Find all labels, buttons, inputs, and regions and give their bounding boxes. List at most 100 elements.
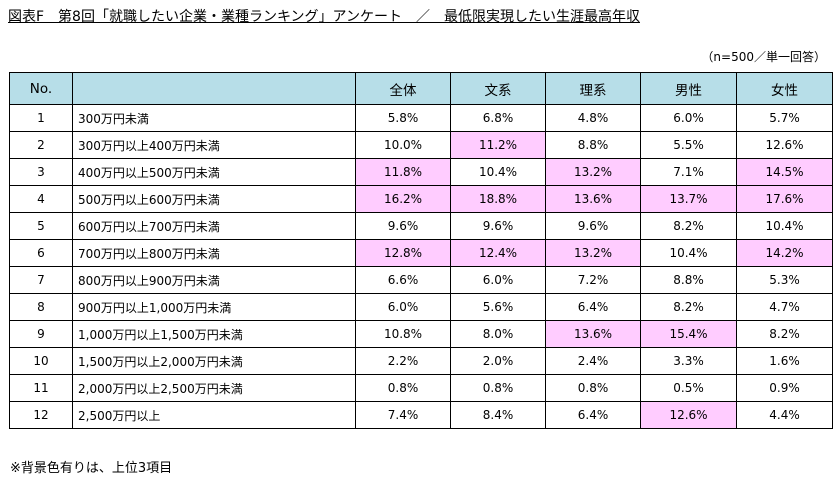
cell-science: 7.2%: [545, 266, 641, 294]
cell-female: 5.3%: [736, 266, 833, 294]
cell-science: 9.6%: [545, 212, 641, 240]
table-row: 6 700万円以上800万円未満 12.8% 12.4% 13.2% 10.4% 14.2%: [9, 239, 833, 267]
table-row: 9 1,000万円以上1,500万円未満 10.8% 8.0% 13.6% 15.4% 8.…: [9, 320, 833, 348]
cell-science: 13.6%: [545, 320, 641, 348]
header-no: No.: [9, 72, 73, 105]
cell-humanities: 12.4%: [450, 239, 546, 267]
cell-female: 17.6%: [736, 185, 833, 213]
cell-humanities: 8.0%: [450, 320, 546, 348]
salary-table: No. 全体 文系 理系 男性 女性 1 300万円未満 5.8% 6.8% 4.8% 6…: [9, 72, 833, 429]
row-label: 900万円以上1,000万円未満: [72, 293, 356, 321]
row-number: 4: [9, 185, 73, 213]
cell-science: 0.8%: [545, 374, 641, 402]
cell-humanities: 0.8%: [450, 374, 546, 402]
cell-male: 0.5%: [640, 374, 737, 402]
cell-humanities: 8.4%: [450, 401, 546, 429]
table-row: 10 1,500万円以上2,000万円未満 2.2% 2.0% 2.4% 3.3% 1.6%: [9, 347, 833, 375]
table-row: 3 400万円以上500万円未満 11.8% 10.4% 13.2% 7.1% 14.5%: [9, 158, 833, 186]
row-number: 9: [9, 320, 73, 348]
cell-female: 8.2%: [736, 320, 833, 348]
cell-male: 3.3%: [640, 347, 737, 375]
cell-male: 10.4%: [640, 239, 737, 267]
row-number: 2: [9, 131, 73, 159]
row-label: 600万円以上700万円未満: [72, 212, 356, 240]
row-number: 8: [9, 293, 73, 321]
header-category: [72, 72, 356, 105]
cell-total: 6.6%: [355, 266, 451, 294]
cell-humanities: 18.8%: [450, 185, 546, 213]
cell-humanities: 6.0%: [450, 266, 546, 294]
cell-humanities: 10.4%: [450, 158, 546, 186]
cell-male: 8.8%: [640, 266, 737, 294]
cell-male: 8.2%: [640, 212, 737, 240]
cell-male: 5.5%: [640, 131, 737, 159]
cell-humanities: 9.6%: [450, 212, 546, 240]
row-label: 2,500万円以上: [72, 401, 356, 429]
table-row: 2 300万円以上400万円未満 10.0% 11.2% 8.8% 5.5% 12.6%: [9, 131, 833, 159]
row-label: 700万円以上800万円未満: [72, 239, 356, 267]
header-female: 女性: [736, 72, 833, 105]
cell-total: 0.8%: [355, 374, 451, 402]
table-row: 12 2,500万円以上 7.4% 8.4% 6.4% 12.6% 4.4%: [9, 401, 833, 429]
header-humanities: 文系: [450, 72, 546, 105]
cell-humanities: 5.6%: [450, 293, 546, 321]
table-row: 5 600万円以上700万円未満 9.6% 9.6% 9.6% 8.2% 10.4%: [9, 212, 833, 240]
header-total: 全体: [355, 72, 451, 105]
footnote: ※背景色有りは、上位3項目: [10, 461, 173, 476]
table-header-row: No. 全体 文系 理系 男性 女性: [9, 72, 833, 105]
cell-male: 8.2%: [640, 293, 737, 321]
table-row: 7 800万円以上900万円未満 6.6% 6.0% 7.2% 8.8% 5.3%: [9, 266, 833, 294]
cell-total: 16.2%: [355, 185, 451, 213]
cell-female: 12.6%: [736, 131, 833, 159]
cell-science: 4.8%: [545, 104, 641, 132]
cell-humanities: 6.8%: [450, 104, 546, 132]
row-label: 2,000万円以上2,500万円未満: [72, 374, 356, 402]
cell-total: 5.8%: [355, 104, 451, 132]
cell-total: 9.6%: [355, 212, 451, 240]
row-label: 500万円以上600万円未満: [72, 185, 356, 213]
cell-male: 12.6%: [640, 401, 737, 429]
row-number: 3: [9, 158, 73, 186]
row-number: 7: [9, 266, 73, 294]
cell-total: 11.8%: [355, 158, 451, 186]
cell-male: 13.7%: [640, 185, 737, 213]
row-label: 800万円以上900万円未満: [72, 266, 356, 294]
table-row: 8 900万円以上1,000万円未満 6.0% 5.6% 6.4% 8.2% 4.7%: [9, 293, 833, 321]
cell-science: 6.4%: [545, 401, 641, 429]
cell-female: 4.4%: [736, 401, 833, 429]
cell-female: 10.4%: [736, 212, 833, 240]
row-number: 12: [9, 401, 73, 429]
sample-note: （n=500／単一回答）: [701, 50, 826, 64]
cell-total: 2.2%: [355, 347, 451, 375]
cell-female: 1.6%: [736, 347, 833, 375]
row-label: 1,000万円以上1,500万円未満: [72, 320, 356, 348]
cell-science: 2.4%: [545, 347, 641, 375]
cell-total: 12.8%: [355, 239, 451, 267]
cell-female: 14.2%: [736, 239, 833, 267]
cell-female: 14.5%: [736, 158, 833, 186]
row-number: 6: [9, 239, 73, 267]
cell-science: 13.2%: [545, 158, 641, 186]
row-label: 400万円以上500万円未満: [72, 158, 356, 186]
cell-total: 10.8%: [355, 320, 451, 348]
header-male: 男性: [640, 72, 737, 105]
cell-female: 0.9%: [736, 374, 833, 402]
cell-humanities: 2.0%: [450, 347, 546, 375]
row-number: 11: [9, 374, 73, 402]
cell-total: 6.0%: [355, 293, 451, 321]
table-row: 4 500万円以上600万円未満 16.2% 18.8% 13.6% 13.7% 17.6%: [9, 185, 833, 213]
row-label: 1,500万円以上2,000万円未満: [72, 347, 356, 375]
table-row: 1 300万円未満 5.8% 6.8% 4.8% 6.0% 5.7%: [9, 104, 833, 132]
page-title: 図表F 第8回「就職したい企業・業種ランキング」アンケート ／ 最低限実現したい…: [8, 9, 640, 25]
cell-total: 7.4%: [355, 401, 451, 429]
cell-male: 6.0%: [640, 104, 737, 132]
cell-science: 13.6%: [545, 185, 641, 213]
cell-male: 15.4%: [640, 320, 737, 348]
cell-humanities: 11.2%: [450, 131, 546, 159]
cell-female: 4.7%: [736, 293, 833, 321]
cell-total: 10.0%: [355, 131, 451, 159]
row-number: 5: [9, 212, 73, 240]
row-label: 300万円以上400万円未満: [72, 131, 356, 159]
cell-science: 13.2%: [545, 239, 641, 267]
row-label: 300万円未満: [72, 104, 356, 132]
